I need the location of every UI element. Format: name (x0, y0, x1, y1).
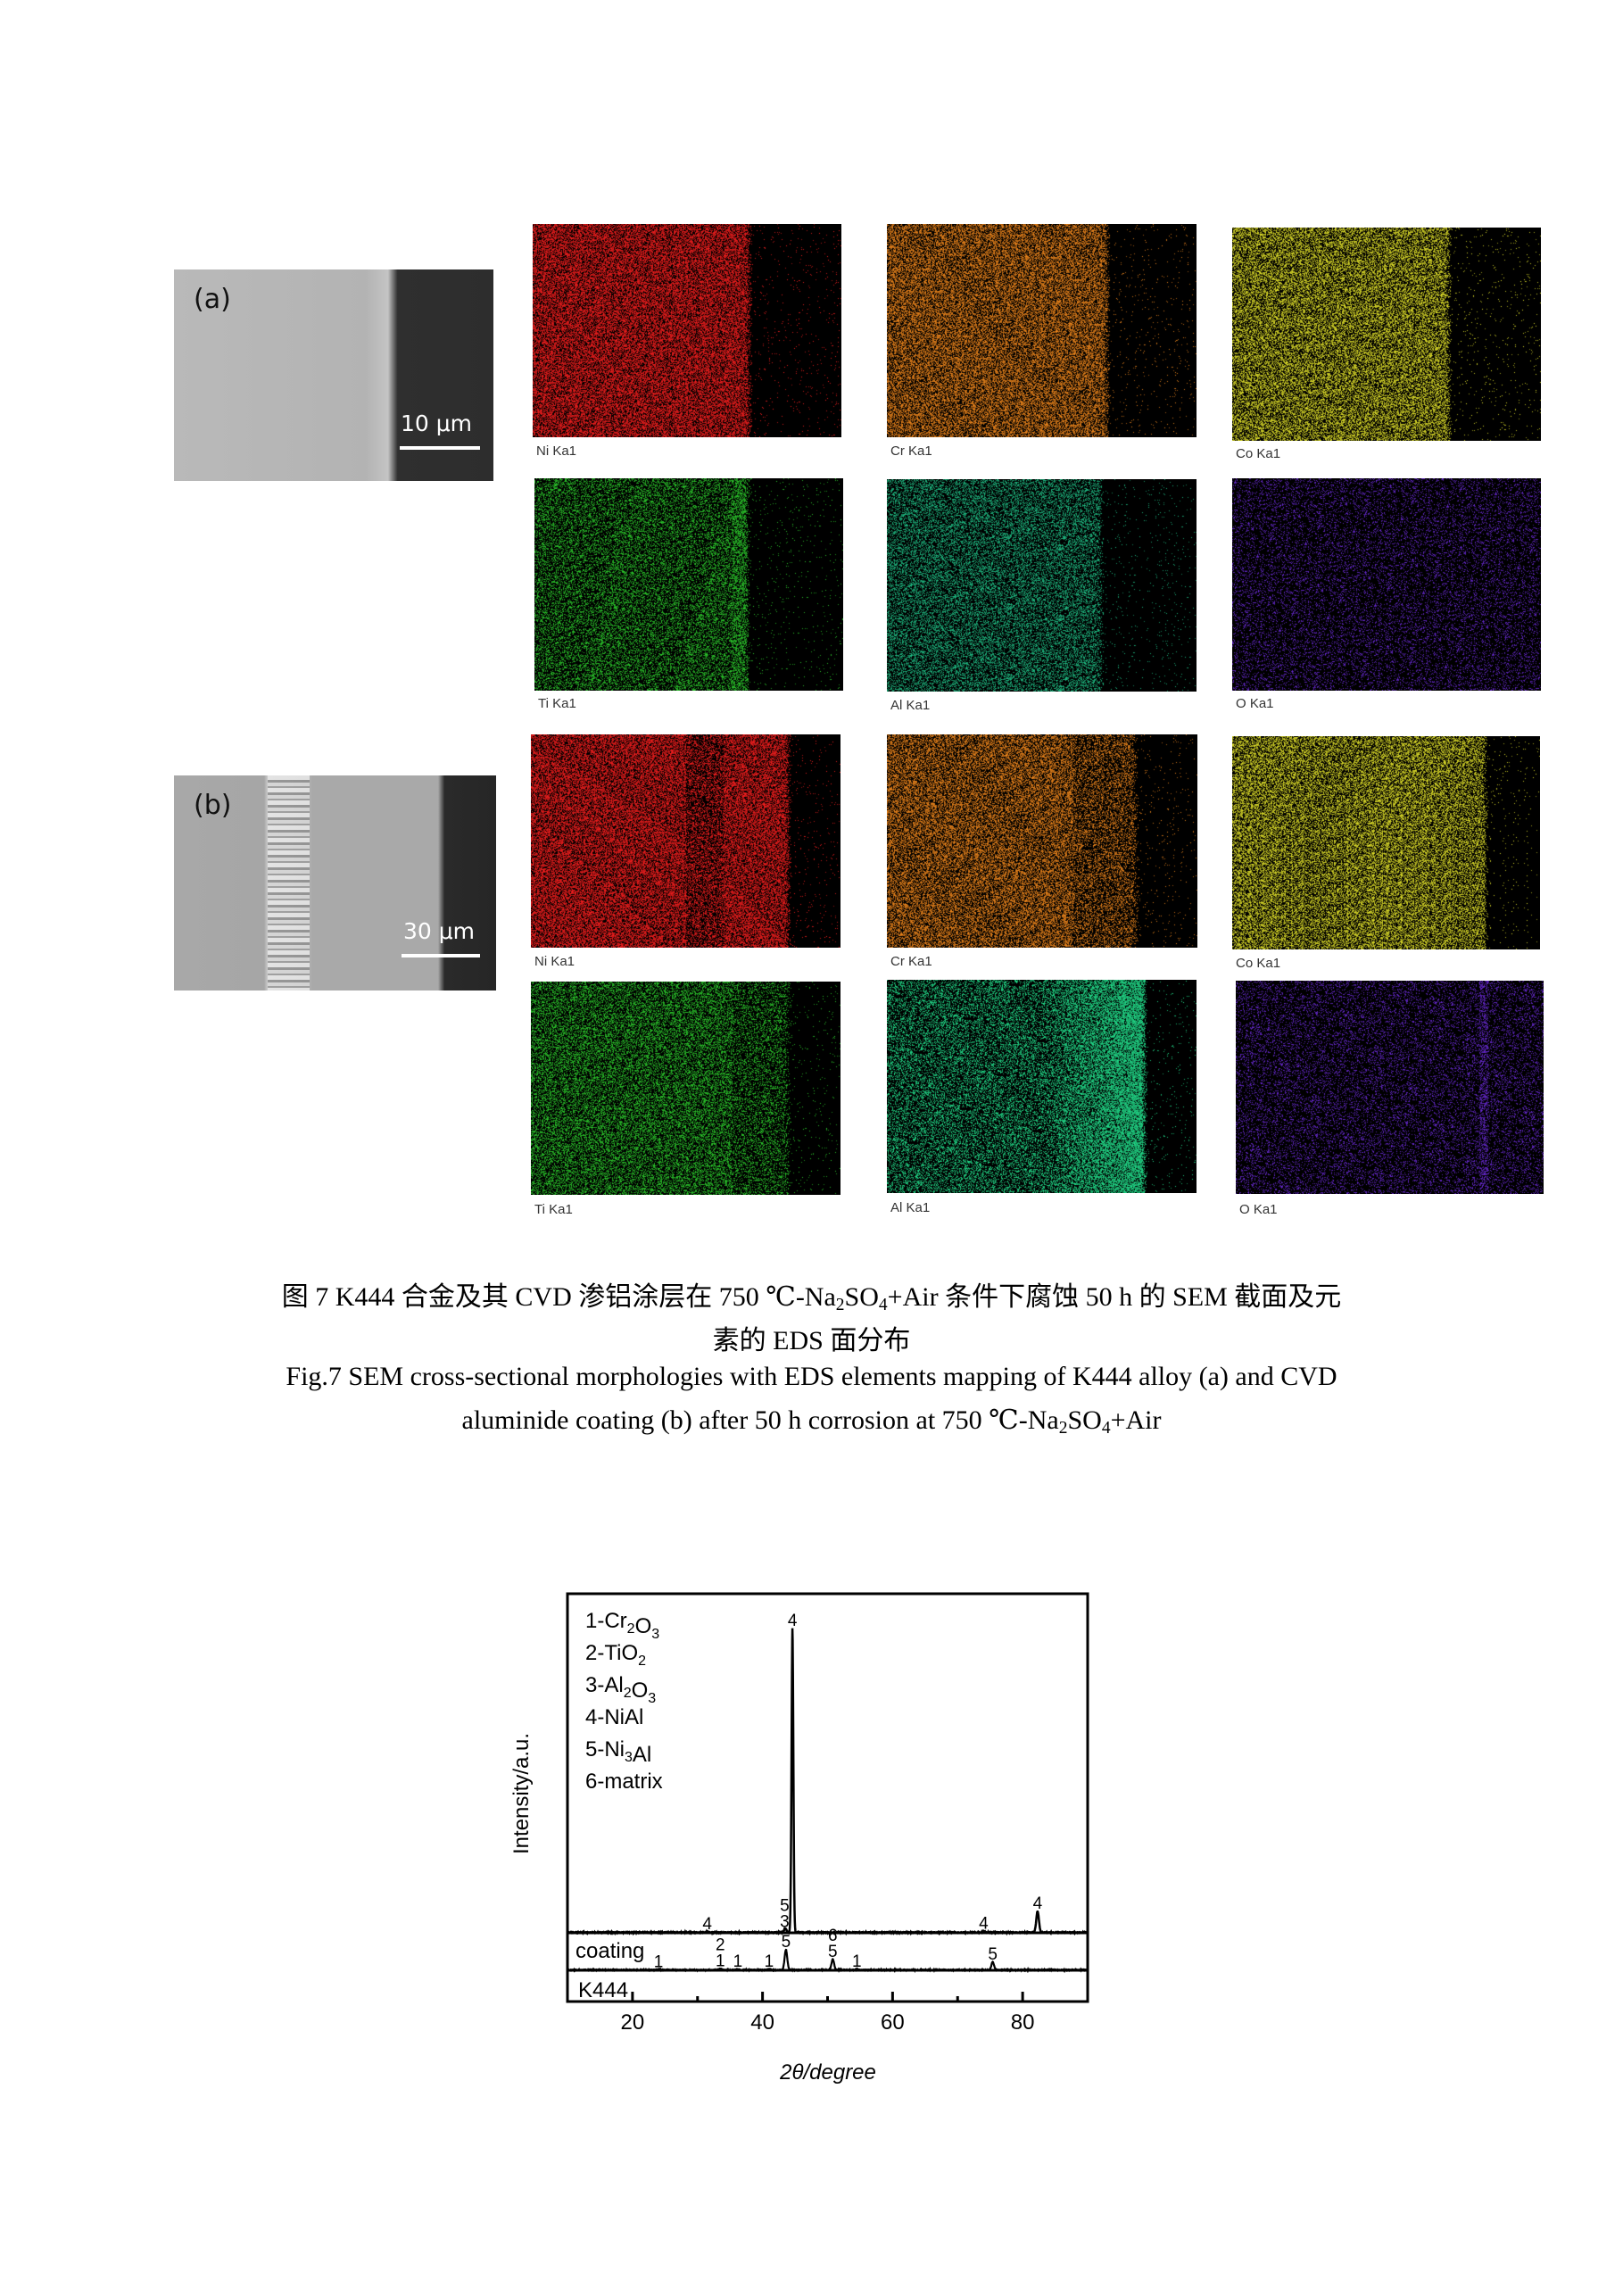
map-label-b-o: O Ka1 (1239, 1202, 1278, 1217)
legend-entry: 5-Ni3Al (585, 1737, 651, 1767)
peak-label: 5 (828, 1943, 838, 1961)
map-label-a-al: Al Ka1 (890, 698, 931, 713)
x-tick-label: 20 (621, 2010, 645, 2035)
legend-text: O (635, 1614, 652, 1638)
subscript: 4 (878, 1295, 888, 1314)
map-label-b-ni: Ni Ka1 (534, 954, 576, 969)
legend-entry: 1-Cr2O3 (585, 1609, 659, 1642)
legend-subscript: 2 (624, 1686, 632, 1701)
legend-text: matrix (604, 1770, 662, 1794)
legend-text: Cr (604, 1609, 626, 1633)
eds-map-b-o (1236, 981, 1544, 1194)
legend-text: Ni (604, 1737, 625, 1761)
caption-cn-line1: 图 7 K444 合金及其 CVD 渗铝涂层在 750 ℃-Na2SO4+Air… (0, 1274, 1623, 1314)
caption-en-line2: aluminide coating (b) after 50 h corrosi… (0, 1405, 1623, 1438)
coating-layer (267, 775, 310, 991)
peak-label: 4 (1033, 1894, 1043, 1913)
eds-map-a-ti (534, 478, 843, 691)
eds-map-a-cr (887, 224, 1197, 437)
caption-cn-line2: 素的 EDS 面分布 (712, 1326, 911, 1355)
eds-map-b-cr (887, 734, 1197, 948)
panel-label-b: (b) (194, 790, 232, 821)
legend-text: NiAl (604, 1705, 643, 1729)
map-label-a-co: Co Ka1 (1236, 446, 1281, 461)
map-label-a-o: O Ka1 (1236, 696, 1274, 711)
legend-subscript: 3 (648, 1691, 656, 1706)
legend-entry: 4-NiAl (585, 1705, 643, 1729)
scale-bar-b (402, 954, 480, 957)
peak-label: 1 (852, 1952, 862, 1971)
eds-map-a-co (1232, 228, 1541, 441)
legend-text: 4- (585, 1705, 604, 1729)
x-tick-label: 40 (750, 2010, 774, 2035)
eds-map-b-al (887, 980, 1197, 1193)
peak-label: 2 (716, 1936, 725, 1955)
map-label-a-ti: Ti Ka1 (538, 696, 576, 711)
x-axis-label: 2θ/degree (779, 2060, 876, 2085)
eds-map-a-o (1232, 478, 1541, 691)
legend-entry: 2-TiO2 (585, 1641, 646, 1669)
legend-text: 6- (585, 1770, 604, 1794)
peak-label: 1 (765, 1952, 774, 1971)
legend-entry: 3-Al2O3 (585, 1673, 656, 1706)
caption-text: +Air 条件下腐蚀 50 h 的 SEM 截面及元 (887, 1282, 1342, 1312)
series-label-k444: K444 (578, 1978, 628, 2002)
sem-image-a: (a) 10 μm (174, 269, 493, 481)
map-label-a-ni: Ni Ka1 (536, 443, 577, 459)
peak-label: 1 (733, 1952, 743, 1971)
caption-text: 图 7 K444 合金及其 CVD 渗铝涂层在 750 ℃-Na (281, 1282, 836, 1312)
legend-text: TiO (604, 1641, 638, 1665)
map-label-b-ti: Ti Ka1 (534, 1202, 573, 1217)
map-label-b-cr: Cr Ka1 (890, 954, 932, 969)
legend-subscript: 2 (627, 1621, 635, 1637)
panel-label-a: (a) (194, 284, 231, 315)
legend-subscript: 3 (625, 1750, 633, 1765)
legend-text: Al (633, 1743, 651, 1767)
map-label-b-co: Co Ka1 (1236, 956, 1281, 971)
subscript: 2 (835, 1295, 845, 1314)
map-label-b-al: Al Ka1 (890, 1200, 931, 1215)
peak-label: 5 (782, 1933, 791, 1952)
eds-map-a-ni (533, 224, 841, 437)
x-tick-label: 80 (1011, 2010, 1035, 2035)
peak-label: 6 (828, 1927, 838, 1945)
legend-text: 5- (585, 1737, 604, 1761)
legend-text: 2- (585, 1641, 604, 1665)
peak-label: 4 (702, 1915, 712, 1934)
eds-map-a-al (887, 479, 1197, 692)
map-label-a-cr: Cr Ka1 (890, 443, 932, 459)
caption-text: SO (844, 1282, 879, 1312)
eds-map-b-ti (531, 982, 840, 1195)
subscript: 2 (1058, 1418, 1068, 1438)
legend-subscript: 3 (651, 1627, 659, 1642)
legend-text: 1- (585, 1609, 604, 1633)
caption-text: SO (1067, 1405, 1102, 1435)
peak-label: 4 (979, 1915, 989, 1934)
peak-label: 5 (780, 1896, 790, 1915)
legend-subscript: 2 (638, 1654, 646, 1669)
x-tick-label: 60 (881, 2010, 905, 2035)
scale-bar-label-b: 30 μm (402, 918, 475, 944)
subscript: 4 (1101, 1418, 1111, 1438)
legend-entry: 6-matrix (585, 1770, 663, 1794)
scale-bar-a (400, 446, 480, 450)
scale-bar-label-a: 10 μm (400, 410, 472, 436)
peak-label: 1 (716, 1952, 725, 1971)
caption-text: aluminide coating (b) after 50 h corrosi… (461, 1405, 1059, 1435)
legend-text: O (632, 1678, 649, 1703)
legend-text: 3- (585, 1673, 604, 1697)
peak-label: 1 (654, 1952, 664, 1971)
peak-label: 4 (788, 1612, 798, 1630)
sem-image-b: (b) 30 μm (174, 775, 496, 991)
eds-map-b-co (1232, 736, 1540, 949)
caption-text: +Air (1110, 1405, 1162, 1435)
legend-text: Al (604, 1673, 623, 1697)
y-axis-label: Intensity/a.u. (509, 1733, 534, 1854)
peak-label: 3 (780, 1912, 790, 1931)
caption-en-line1: Fig.7 SEM cross-sectional morphologies w… (286, 1362, 1337, 1391)
eds-map-b-ni (531, 734, 840, 948)
series-label-coating: coating (576, 1939, 644, 1963)
peak-label: 5 (988, 1945, 998, 1964)
